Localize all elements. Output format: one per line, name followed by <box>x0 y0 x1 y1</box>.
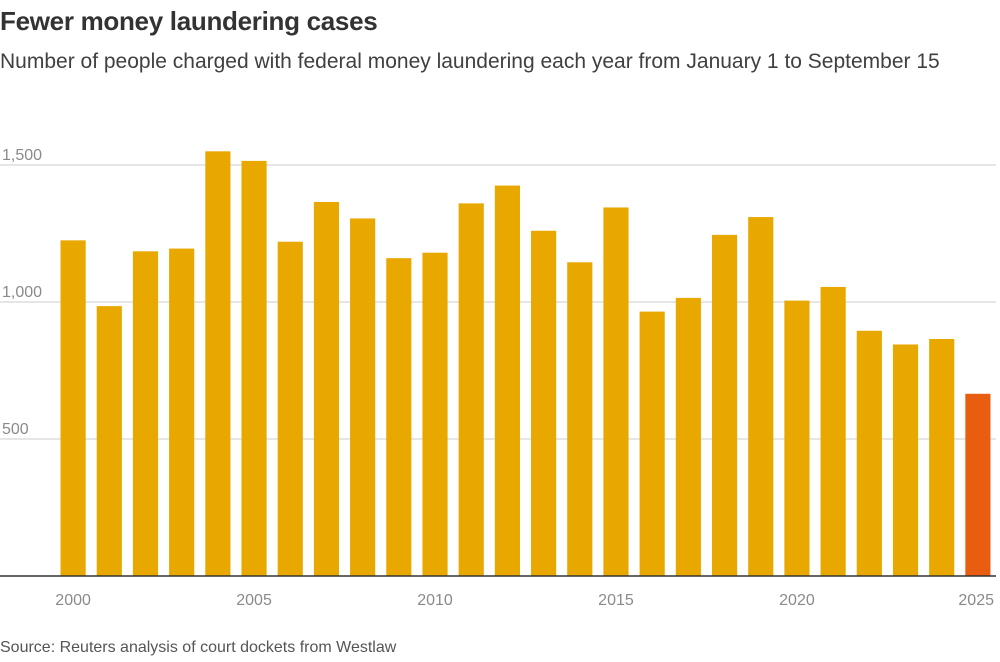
bar-2010 <box>422 252 448 576</box>
x-tick-label: 2015 <box>598 592 634 609</box>
bar-2002 <box>132 251 159 576</box>
x-tick-label: 2005 <box>236 592 272 609</box>
bars <box>60 151 991 577</box>
bar-2018 <box>711 234 738 576</box>
bar-2013 <box>531 230 557 576</box>
y-tick-label: 500 <box>2 421 29 438</box>
x-tick-label: 2010 <box>417 592 453 609</box>
bar-2017 <box>675 297 701 576</box>
bar-2004 <box>205 151 231 577</box>
bar-2006 <box>277 241 303 576</box>
bar-2000 <box>60 240 86 576</box>
x-tick-label: 2020 <box>779 592 815 609</box>
bar-2020 <box>784 300 810 576</box>
bar-2001 <box>96 306 122 576</box>
bar-2008 <box>350 218 376 576</box>
bar-2005 <box>241 160 267 576</box>
bar-2003 <box>169 248 195 576</box>
bar-2019 <box>748 217 774 576</box>
source-note: Source: Reuters analysis of court docket… <box>0 639 397 656</box>
bar-2014 <box>567 262 593 576</box>
bar-2025 <box>965 393 991 576</box>
y-tick-label: 1,000 <box>2 284 42 301</box>
x-tick-label: 2000 <box>55 592 91 609</box>
y-axis-labels: 500 1,000 1,500 <box>2 147 42 438</box>
bar-2007 <box>313 201 340 577</box>
y-tick-label: 1,500 <box>2 147 42 164</box>
bar-2011 <box>458 203 484 577</box>
x-tick-label: 2025 <box>958 592 994 609</box>
bar-2021 <box>820 286 846 576</box>
bar-2023 <box>892 344 919 576</box>
chart-subtitle: Number of people charged with federal mo… <box>0 50 940 73</box>
x-axis-labels: 2000 2005 2010 2015 2020 2025 <box>0 575 996 609</box>
bar-2022 <box>856 330 882 576</box>
bar-2015 <box>603 207 629 576</box>
bar-2016 <box>639 311 665 576</box>
chart-title: Fewer money laundering cases <box>0 6 378 36</box>
bar-2012 <box>494 185 520 577</box>
bar-2009 <box>386 258 412 576</box>
bar-2024 <box>929 338 955 576</box>
